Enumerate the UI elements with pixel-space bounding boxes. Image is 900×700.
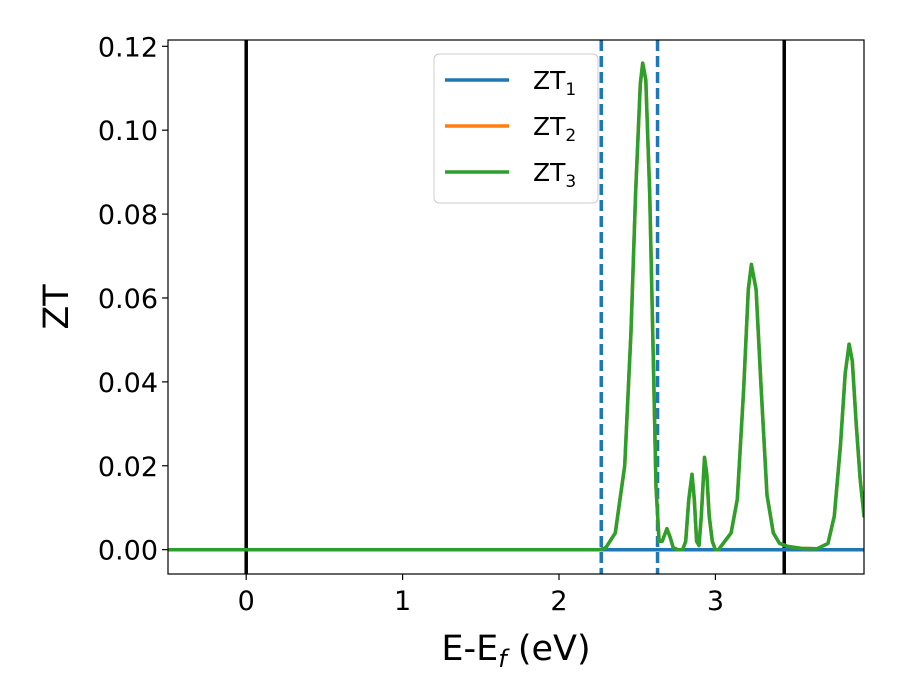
- legend-label-zt1: ZT1: [533, 66, 576, 100]
- legend-box: [433, 53, 599, 204]
- y-axis-label: ZT: [37, 284, 77, 330]
- y-tick-label: 0.02: [98, 452, 158, 483]
- x-axis-label-unit: (eV): [507, 629, 591, 669]
- y-tick-label: 0.12: [98, 32, 158, 63]
- x-tick-label: 1: [394, 586, 411, 617]
- legend-label-zt3: ZT3: [533, 158, 576, 192]
- plot-frame: [167, 39, 865, 575]
- y-tick-label: 0.00: [98, 536, 158, 567]
- x-tick-label: 3: [707, 586, 724, 617]
- x-tick-label: 0: [238, 586, 255, 617]
- x-axis-label: E-Ef (eV): [441, 629, 590, 673]
- y-tick-label: 0.08: [98, 200, 158, 231]
- y-tick-label: 0.06: [98, 284, 158, 315]
- legend-label-zt2: ZT2: [533, 112, 576, 146]
- y-tick-label: 0.04: [98, 368, 158, 399]
- legend: ZT1 ZT2 ZT3: [433, 53, 599, 204]
- series-line-zt3: [168, 61, 864, 552]
- x-tick-label: 2: [550, 586, 567, 617]
- y-tick-label: 0.10: [98, 116, 158, 147]
